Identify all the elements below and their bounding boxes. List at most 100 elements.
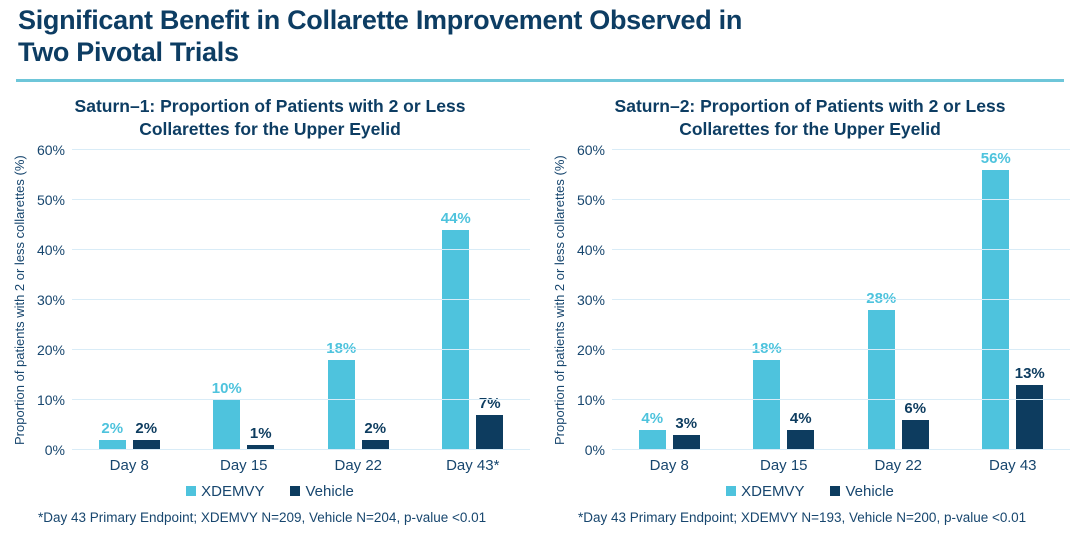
bar-xdemvy [638, 429, 666, 450]
legend-swatch-vehicle [290, 486, 301, 497]
legend: XDEMVY Vehicle [10, 483, 530, 500]
bar-groups: 4% 3% 18% 4% 28% 6% 56% 13% [612, 150, 1070, 450]
legend-swatch-vehicle [830, 486, 841, 497]
bar-xdemvy [867, 309, 895, 450]
x-tick-label: Day 22 [334, 456, 383, 474]
legend-label: XDEMVY [741, 482, 805, 500]
y-tick-label: 30% [576, 291, 605, 308]
gridline [612, 148, 1070, 150]
y-axis-label: Proportion of patients with 2 or less co… [552, 154, 567, 445]
x-tick-label: Day 15 [759, 456, 808, 474]
chart-title-saturn1: Saturn–1: Proportion of Patients with 2 … [74, 96, 466, 139]
footnote-saturn2: *Day 43 Primary Endpoint; XDEMVY N=193, … [578, 509, 1027, 525]
legend-label: Vehicle [305, 482, 354, 500]
bar-wrap: 1% [247, 150, 275, 450]
page-title: Significant Benefit in Collarette Improv… [18, 5, 1062, 68]
bar-vehicle [787, 429, 815, 450]
bar-group: 28% 6% [848, 150, 948, 450]
charts-row: Saturn–1: Proportion of Patients with 2 … [0, 82, 1080, 525]
gridline [612, 348, 1070, 350]
y-tick-label: 60% [36, 141, 65, 158]
bar-vehicle [672, 434, 700, 450]
y-tick-label: 10% [36, 391, 65, 408]
title-divider-rule [16, 79, 1064, 83]
bar-wrap: 2% [98, 150, 126, 450]
bar-groups: 2% 2% 10% 1% 18% 2% 44% 7% [72, 150, 530, 450]
bar-xdemvy [753, 359, 781, 450]
bar-wrap: 3% [672, 150, 700, 450]
y-tick-label: 10% [576, 391, 605, 408]
x-tick-label: Day 43* [446, 456, 500, 474]
y-tick-label: 0% [44, 441, 65, 458]
bar-value-label: 18% [751, 339, 782, 357]
saturn1-chart-panel: Saturn–1: Proportion of Patients with 2 … [0, 82, 540, 525]
x-tick-label: Day 22 [874, 456, 923, 474]
chart-body: Proportion of patients with 2 or less co… [550, 142, 1070, 458]
plot-area: 2% 2% 10% 1% 18% 2% 44% 7% [72, 148, 530, 450]
bar-group: 2% 2% [79, 150, 179, 450]
bar-wrap: 2% [132, 150, 160, 450]
legend-item-vehicle: Vehicle [830, 483, 894, 500]
x-axis-labels: Day 8 Day 15 Day 22 Day 43 [612, 457, 1070, 474]
bar-group: 10% 1% [194, 150, 294, 450]
x-tick-label: Day 8 [649, 456, 689, 474]
bar-wrap: 28% [866, 150, 896, 450]
legend-item-xdemvy: XDEMVY [726, 483, 804, 500]
y-tick-label: 30% [36, 291, 65, 308]
bar-xdemvy [327, 359, 355, 450]
bar-xdemvy [98, 439, 126, 450]
chart-body: Proportion of patients with 2 or less co… [10, 142, 530, 458]
x-tick-label: Day 15 [219, 456, 268, 474]
bar-vehicle [132, 439, 160, 450]
bar-group: 44% 7% [423, 150, 523, 450]
bar-wrap: 10% [212, 150, 242, 450]
gridline [72, 148, 530, 150]
gridline [612, 298, 1070, 300]
bar-wrap: 7% [476, 150, 504, 450]
slide-header: Significant Benefit in Collarette Improv… [0, 0, 1080, 68]
bar-vehicle [247, 444, 275, 450]
bar-value-label: 13% [1014, 364, 1045, 382]
legend-item-vehicle: Vehicle [290, 482, 354, 500]
bar-value-label: 2% [101, 419, 124, 437]
bar-value-label: 56% [980, 149, 1011, 167]
y-tick-label: 60% [576, 141, 605, 158]
bar-group: 18% 4% [734, 150, 834, 450]
legend-swatch-xdemvy [186, 486, 197, 497]
y-tick-label: 0% [584, 441, 605, 458]
bar-wrap: 4% [638, 150, 666, 450]
page-title-line1: Significant Benefit in Collarette Improv… [18, 5, 743, 35]
bar-group: 18% 2% [308, 150, 408, 450]
gridline [612, 198, 1070, 200]
bar-vehicle [476, 414, 504, 450]
plot-area: 4% 3% 18% 4% 28% 6% 56% 13% [612, 148, 1070, 450]
x-tick-label: Day 43 [988, 456, 1037, 474]
bar-value-label: 44% [440, 209, 471, 227]
x-axis-labels: Day 8 Day 15 Day 22 Day 43* [72, 457, 530, 474]
bar-wrap: 2% [361, 150, 389, 450]
bar-value-label: 2% [364, 419, 387, 437]
bar-value-label: 4% [789, 409, 812, 427]
bar-vehicle [901, 419, 929, 450]
bar-value-label: 6% [904, 399, 927, 417]
legend-swatch-xdemvy [726, 486, 737, 497]
gridline [72, 298, 530, 300]
gridline [612, 248, 1070, 250]
gridline [72, 448, 530, 450]
y-tick-label: 50% [36, 191, 65, 208]
bar-value-label: 7% [478, 394, 501, 412]
bar-wrap: 13% [1014, 150, 1045, 450]
bar-wrap: 4% [787, 150, 815, 450]
saturn2-chart-panel: Saturn–2: Proportion of Patients with 2 … [540, 82, 1080, 525]
bar-vehicle [1016, 384, 1044, 450]
bar-value-label: 2% [135, 419, 158, 437]
bar-wrap: 18% [326, 150, 357, 450]
bar-group: 4% 3% [619, 150, 719, 450]
gridline [72, 198, 530, 200]
y-tick-label: 40% [576, 241, 605, 258]
y-tick-label: 50% [576, 191, 605, 208]
bar-wrap: 18% [751, 150, 782, 450]
legend-item-xdemvy: XDEMVY [186, 483, 264, 500]
bar-value-label: 18% [326, 339, 357, 357]
